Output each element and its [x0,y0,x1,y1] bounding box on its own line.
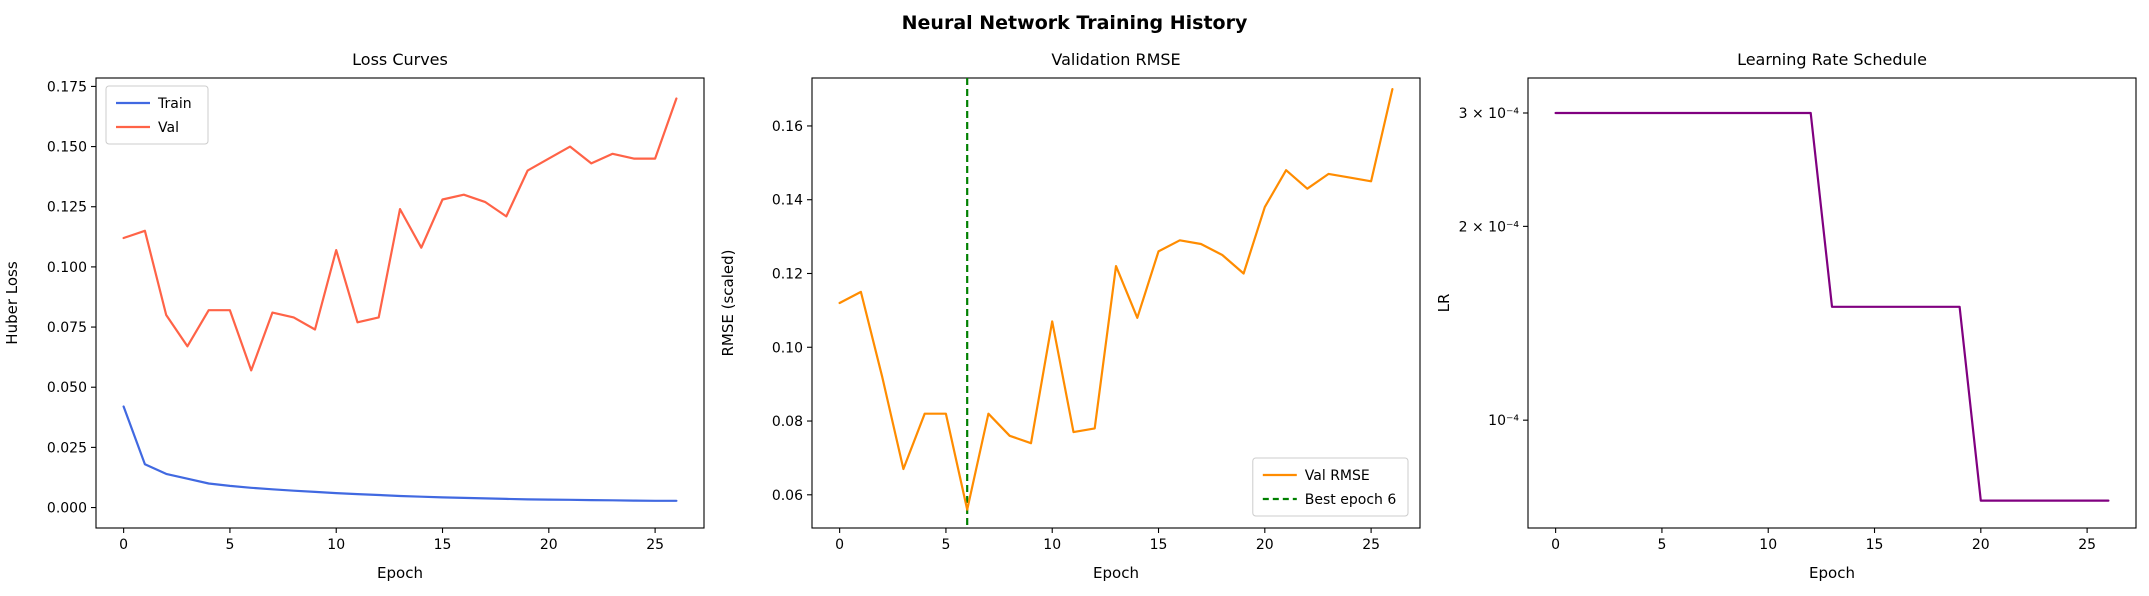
x-axis-label: Epoch [377,564,423,582]
x-axis-label: Epoch [1809,564,1855,582]
y-tick-label: 0.12 [772,266,803,282]
x-tick-label: 0 [1551,537,1560,553]
subplot-row: Loss Curves 0 5 10 15 20 25 0.000 0.025 0.050 0.07… [0,40,2149,596]
y-tick-label: 0.14 [772,193,803,209]
y-tick-label: 0.06 [772,488,803,504]
y-tick-label: 0.050 [47,380,87,396]
validation-rmse-chart: Validation RMSE 0 5 10 15 20 25 0.06 0.08 0.10 0.1… [719,50,1421,582]
y-tick-label: 0.175 [47,79,87,95]
learning-rate-chart: Learning Rate Schedule 0 5 10 15 20 25 3 × 10⁻⁴… [1435,50,2137,582]
x-tick-label: 25 [1362,537,1380,553]
x-tick-label: 0 [835,537,844,553]
train-line [122,405,678,502]
axes-spines [95,77,705,529]
x-tick-label: 15 [1150,537,1168,553]
x-tick-label: 25 [646,537,664,553]
y-tick-label: 0.16 [772,119,803,135]
x-tick-label: 10 [327,537,345,553]
y-tick-label: 3 × 10⁻⁴ [1459,106,1520,122]
legend-box [105,85,209,145]
y-tick-label: 10⁻⁴ [1488,413,1519,429]
lr-line [1554,111,2110,502]
val-rmse-line [838,87,1394,511]
x-tick-label: 5 [941,537,950,553]
legend-label-best-epoch-6: Best epoch 6 [1305,492,1397,508]
x-tick-label: 20 [540,537,558,553]
legend-label-val: Val [158,120,179,136]
y-axis-label: LR [1435,294,1453,313]
x-tick-label: 10 [1043,537,1061,553]
y-tick-label: 0.000 [47,501,87,517]
y-tick-label: 0.075 [47,320,87,336]
y-tick-label: 0.150 [47,140,87,156]
figure-title: Neural Network Training History [901,12,1248,34]
loss-curves-chart: Loss Curves 0 5 10 15 20 25 0.000 0.025 0.050 0.07… [3,50,705,582]
x-axis-label: Epoch [1093,564,1139,582]
y-tick-label: 0.08 [772,414,803,430]
x-tick-label: 15 [1866,537,1884,553]
x-tick-label: 5 [225,537,234,553]
y-tick-label: 0.125 [47,200,87,216]
axes-spines [811,77,1421,529]
x-tick-label: 5 [1657,537,1666,553]
x-tick-label: 25 [2078,537,2096,553]
legend: Train Val [105,85,209,145]
x-tick-label: 15 [434,537,452,553]
x-tick-label: 0 [119,537,128,553]
legend-label-train: Train [157,96,192,112]
y-axis-label: Huber Loss [3,261,21,345]
x-tick-label: 10 [1759,537,1777,553]
y-tick-label: 0.025 [47,440,87,456]
subplot-title: Learning Rate Schedule [1737,50,1927,69]
y-tick-label: 0.100 [47,260,87,276]
y-tick-label: 2 × 10⁻⁴ [1459,219,1520,235]
y-axis-label: RMSE (scaled) [719,249,737,356]
val-line [122,97,678,372]
subplot-title: Loss Curves [352,50,448,69]
legend-box [1252,457,1409,517]
legend-label-val-rmse: Val RMSE [1305,468,1370,484]
y-tick-label: 0.10 [772,340,803,356]
axes-spines [1527,77,2137,529]
subplot-title: Validation RMSE [1051,50,1180,69]
legend: Val RMSE Best epoch 6 [1252,457,1409,517]
x-tick-label: 20 [1256,537,1274,553]
x-tick-label: 20 [1972,537,1990,553]
